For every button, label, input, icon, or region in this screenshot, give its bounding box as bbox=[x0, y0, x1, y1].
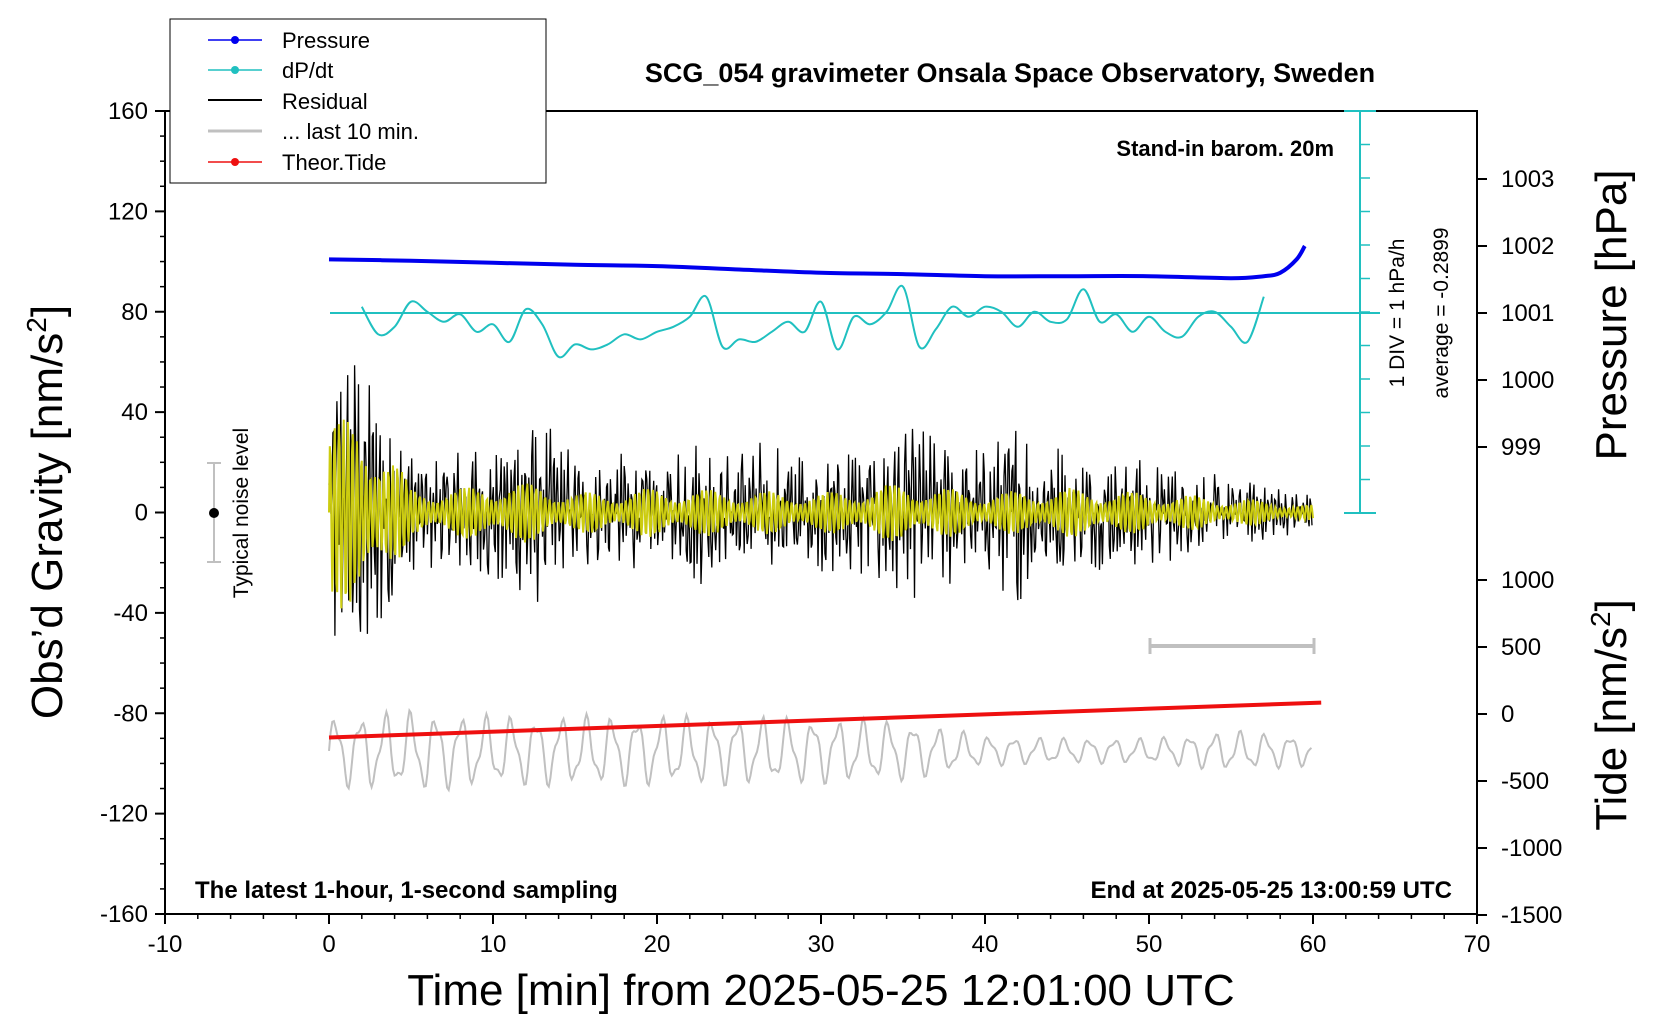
x-tick-label: 10 bbox=[480, 931, 507, 958]
svg-text:Residual: Residual bbox=[282, 89, 368, 114]
dpdt-scale-bar bbox=[1344, 110, 1376, 514]
pressure-tick-label: 1002 bbox=[1501, 233, 1554, 260]
pressure-tick-label: 1000 bbox=[1501, 367, 1554, 394]
tide-tick-label: 0 bbox=[1501, 701, 1514, 728]
svg-text:Pressure: Pressure bbox=[282, 28, 370, 53]
legend-item-theor-tide: Theor.Tide bbox=[208, 150, 386, 175]
y-tick-label: 80 bbox=[121, 299, 148, 326]
x-axis-label: Time [min] from 2025-05-25 12:01:00 UTC bbox=[407, 966, 1234, 1015]
legend: Pressure dP/dt Residual ... last 10 min.… bbox=[169, 18, 547, 184]
x-axis-ticks: -10 0 10 20 30 40 50 60 70 bbox=[148, 914, 1491, 958]
legend-item-dpdt: dP/dt bbox=[208, 58, 333, 83]
y-left-axis-ticks: 160 120 80 40 0 -40 -80 -120 -160 bbox=[100, 98, 165, 928]
svg-text:... last 10 min.: ... last 10 min. bbox=[282, 119, 419, 144]
dpdt-line bbox=[360, 284, 1265, 359]
svg-text:dP/dt: dP/dt bbox=[282, 58, 333, 83]
tide-tick-label: -1500 bbox=[1501, 902, 1562, 929]
pressure-line bbox=[328, 244, 1307, 281]
ten-minute-scale-bar bbox=[1148, 638, 1316, 654]
y-tick-label: -160 bbox=[100, 901, 148, 928]
pressure-axis-label: Pressure [hPa] bbox=[1587, 169, 1636, 460]
y-tick-label: -120 bbox=[100, 801, 148, 828]
tide-axis-label: Tide [nm/s2] bbox=[1585, 599, 1636, 831]
pressure-tick-label: 1001 bbox=[1501, 300, 1554, 327]
pressure-axis-ticks: 1003 1002 1001 1000 999 bbox=[1477, 166, 1554, 461]
pressure-tick-label: 999 bbox=[1501, 434, 1541, 461]
noise-level-label: Typical noise level bbox=[230, 428, 253, 598]
dpdt-div-label: 1 DIV = 1 hPa/h bbox=[1386, 239, 1409, 388]
chart-title: SCG_054 gravimeter Onsala Space Observat… bbox=[645, 58, 1375, 88]
x-tick-label: -10 bbox=[148, 931, 183, 958]
svg-text:Theor.Tide: Theor.Tide bbox=[282, 150, 386, 175]
y-tick-label: 0 bbox=[135, 500, 148, 527]
tide-tick-label: -1000 bbox=[1501, 835, 1562, 862]
legend-item-last10: ... last 10 min. bbox=[208, 119, 419, 144]
x-tick-label: 60 bbox=[1300, 931, 1327, 958]
pressure-tick-label: 1003 bbox=[1501, 166, 1554, 193]
x-tick-label: 50 bbox=[1136, 931, 1163, 958]
y-tick-label: 160 bbox=[108, 98, 148, 125]
tide-tick-label: 1000 bbox=[1501, 567, 1554, 594]
x-tick-label: 40 bbox=[972, 931, 999, 958]
legend-item-pressure: Pressure bbox=[208, 28, 370, 53]
theoretical-tide-line bbox=[328, 700, 1322, 740]
legend-item-residual: Residual bbox=[208, 89, 368, 114]
y-tick-label: 120 bbox=[108, 198, 148, 225]
y-tick-label: 40 bbox=[121, 399, 148, 426]
end-time-label: End at 2025-05-25 13:00:59 UTC bbox=[1091, 877, 1453, 904]
x-tick-label: 70 bbox=[1464, 931, 1491, 958]
y-tick-label: -80 bbox=[113, 700, 148, 727]
x-tick-label: 30 bbox=[808, 931, 835, 958]
latest-hour-label: The latest 1-hour, 1-second sampling bbox=[195, 877, 618, 904]
x-tick-label: 20 bbox=[644, 931, 671, 958]
y-tick-label: -40 bbox=[113, 600, 148, 627]
noise-level-indicator bbox=[207, 462, 221, 563]
tide-tick-label: -500 bbox=[1501, 768, 1549, 795]
last-10-min-line bbox=[328, 707, 1313, 793]
y-axis-label-left: Obs’d Gravity [nm/s2] bbox=[21, 305, 72, 719]
residual-filtered-line bbox=[328, 419, 1314, 609]
x-tick-label: 0 bbox=[322, 931, 335, 958]
standin-label: Stand-in barom. 20m bbox=[1116, 136, 1334, 161]
tide-tick-label: 500 bbox=[1501, 634, 1541, 661]
tide-axis-ticks: 1000 500 0 -500 -1000 -1500 bbox=[1477, 567, 1562, 929]
dpdt-average-label: average = -0.2899 bbox=[1430, 227, 1453, 398]
